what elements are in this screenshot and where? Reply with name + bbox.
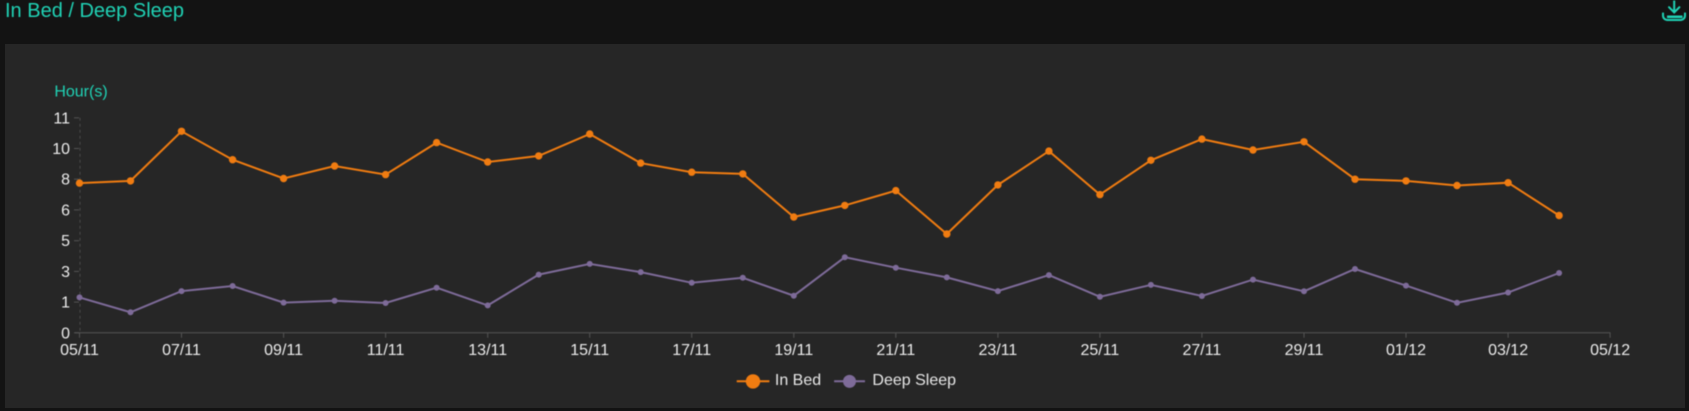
svg-text:In Bed: In Bed bbox=[775, 372, 821, 389]
svg-text:Deep Sleep: Deep Sleep bbox=[872, 372, 956, 389]
svg-text:09/11: 09/11 bbox=[264, 342, 303, 359]
svg-text:27/11: 27/11 bbox=[1182, 342, 1221, 359]
svg-text:Hour(s): Hour(s) bbox=[54, 84, 107, 101]
svg-text:25/11: 25/11 bbox=[1080, 342, 1119, 359]
svg-text:3: 3 bbox=[61, 264, 70, 281]
svg-text:07/11: 07/11 bbox=[162, 342, 201, 359]
svg-text:1: 1 bbox=[61, 295, 70, 312]
svg-text:11/11: 11/11 bbox=[367, 342, 405, 359]
svg-text:10: 10 bbox=[52, 141, 70, 158]
svg-text:05/12: 05/12 bbox=[1590, 342, 1630, 359]
svg-text:05/11: 05/11 bbox=[60, 342, 99, 359]
svg-text:0: 0 bbox=[61, 325, 70, 342]
svg-text:23/11: 23/11 bbox=[978, 342, 1017, 359]
svg-text:21/11: 21/11 bbox=[876, 342, 915, 359]
svg-text:13/11: 13/11 bbox=[468, 342, 507, 359]
svg-text:17/11: 17/11 bbox=[672, 342, 711, 359]
svg-text:5: 5 bbox=[61, 233, 70, 250]
svg-text:01/12: 01/12 bbox=[1386, 342, 1426, 359]
svg-text:15/11: 15/11 bbox=[570, 342, 609, 359]
svg-text:19/11: 19/11 bbox=[774, 342, 813, 359]
svg-text:11: 11 bbox=[53, 110, 70, 127]
svg-text:29/11: 29/11 bbox=[1285, 342, 1324, 359]
svg-text:8: 8 bbox=[61, 172, 70, 189]
svg-text:03/12: 03/12 bbox=[1488, 342, 1528, 359]
svg-text:6: 6 bbox=[61, 202, 70, 219]
